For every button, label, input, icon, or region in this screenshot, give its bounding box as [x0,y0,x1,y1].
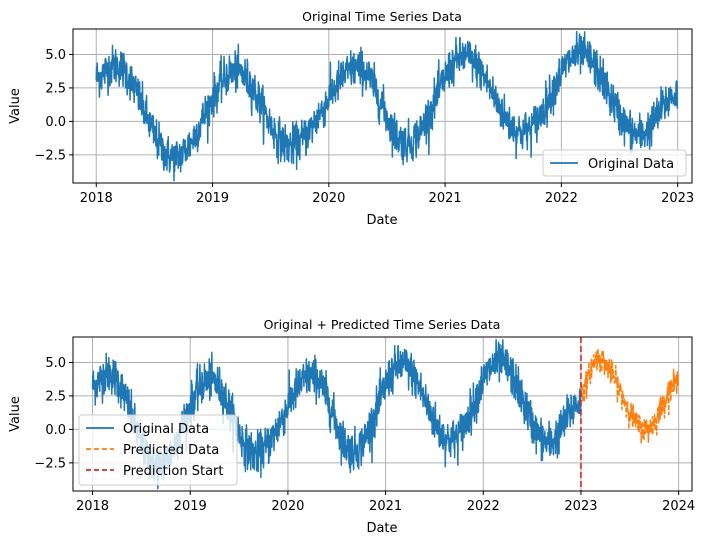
legend-box [78,414,238,486]
legend: Original Data [542,149,687,177]
x-ticks: 2018 2019 2020 2021 2022 2023 2024 [76,491,695,514]
y-tick-label: 2.5 [45,81,66,96]
y-tick-label: 0.0 [45,115,66,130]
chart-title: Original Time Series Data [302,9,462,24]
y-ticks: 5.0 2.5 0.0 −2.5 [34,48,73,163]
plot-lines [95,30,679,182]
chart-original-predicted: Original + Predicted Time Series Data 20… [8,317,695,536]
y-tick-label: 5.0 [45,356,66,371]
chart-original: Original Time Series Data 2018 2019 2020 20… [8,9,694,228]
legend-label-original: Original Data [588,157,674,172]
y-ticks: 5.0 2.5 0.0 −2.5 [34,356,73,471]
x-tick-label: 2021 [369,499,402,514]
x-tick-label: 2022 [545,191,578,206]
legend-label-prediction-start: Prediction Start [123,464,223,479]
y-tick-label: 0.0 [45,423,66,438]
x-tick-label: 2018 [76,499,109,514]
x-tick-label: 2020 [271,499,304,514]
x-tick-label: 2018 [80,191,113,206]
legend-label-original: Original Data [123,422,209,437]
x-tick-label: 2022 [467,499,500,514]
x-ticks: 2018 2019 2020 2021 2022 2023 [80,183,694,206]
x-tick-label: 2023 [564,499,597,514]
x-tick-label: 2023 [661,191,694,206]
x-tick-label: 2024 [662,499,695,514]
x-tick-label: 2019 [196,191,229,206]
y-tick-label: 2.5 [45,389,66,404]
plot-frame [72,28,693,184]
x-axis-label: Date [366,213,397,228]
y-tick-label: −2.5 [34,456,66,471]
chart-title: Original + Predicted Time Series Data [264,317,501,332]
y-tick-label: 5.0 [45,48,66,63]
legend: Original Data Predicted Data Prediction … [78,414,238,486]
legend-box [542,149,687,177]
y-axis-label: Value [8,88,23,124]
y-tick-label: −2.5 [34,148,66,163]
x-tick-label: 2019 [174,499,207,514]
x-tick-label: 2020 [312,191,345,206]
plot-frame [72,336,693,492]
legend-label-predicted: Predicted Data [123,443,219,458]
y-axis-label: Value [8,396,23,432]
x-axis-label: Date [366,521,397,536]
original-data-line [95,30,679,182]
x-tick-label: 2021 [429,191,462,206]
predicted-data-line [580,349,680,445]
